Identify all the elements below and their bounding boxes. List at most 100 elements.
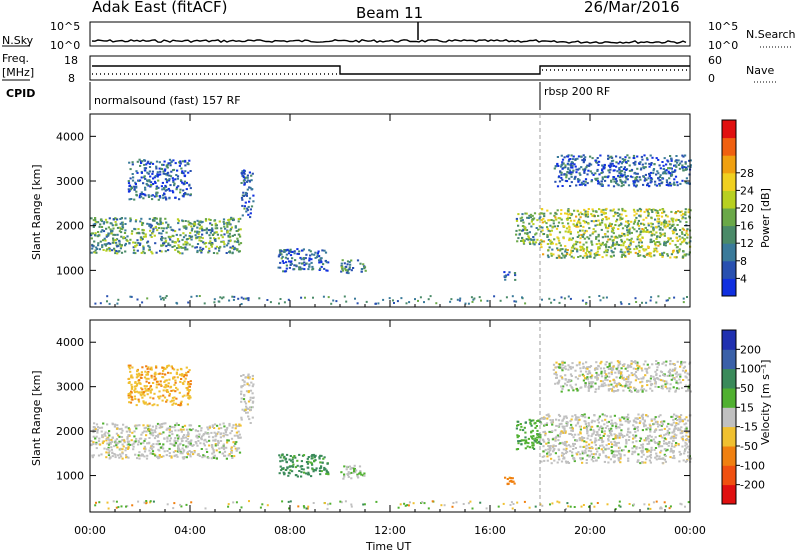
echo-cell — [529, 213, 533, 216]
echo-cell — [627, 439, 631, 441]
echo-cell — [186, 238, 189, 240]
echo-cell — [197, 439, 200, 442]
echo-cell — [586, 454, 589, 457]
echo-cell — [617, 208, 620, 211]
echo-cell — [203, 455, 206, 458]
echo-cell — [311, 454, 314, 456]
echo-cell — [320, 470, 323, 473]
echo-cell — [108, 249, 111, 252]
echo-cell — [211, 447, 214, 450]
echo-cell — [91, 232, 95, 235]
echo-cell — [627, 252, 630, 255]
echo-cell — [133, 198, 136, 201]
echo-cell — [160, 244, 163, 247]
echo-cell — [623, 209, 626, 212]
echo-cell — [311, 268, 314, 271]
echo-cell — [218, 249, 221, 252]
echo-cell — [129, 364, 132, 367]
echo-cell — [176, 238, 180, 240]
echo-cell — [90, 443, 93, 446]
echo-cell — [173, 182, 176, 185]
echo-cell — [157, 457, 160, 460]
echo-cell — [165, 379, 168, 382]
echo-cell — [121, 439, 124, 442]
echo-cell — [204, 219, 208, 222]
echo-cell — [578, 213, 581, 216]
echo-cell — [641, 236, 644, 239]
echo-cell — [663, 223, 666, 226]
echo-cell — [246, 179, 249, 182]
echo-cell — [633, 248, 636, 251]
echo-cell — [348, 261, 351, 263]
echo-cell — [595, 447, 598, 450]
echo-cell — [664, 242, 667, 245]
echo-cell — [563, 256, 566, 259]
echo-cell — [218, 220, 221, 223]
echo-cell — [656, 241, 659, 243]
echo-cell — [154, 371, 157, 374]
echo-cell — [662, 164, 665, 167]
echo-cell — [150, 181, 153, 184]
echo-cell — [675, 442, 678, 444]
echo-cell — [682, 228, 685, 231]
echo-cell — [610, 427, 613, 430]
echo-cell — [359, 471, 362, 474]
echo-cell — [98, 437, 101, 440]
echo-cell — [320, 257, 323, 260]
echo-cell — [625, 380, 628, 383]
echo-cell — [121, 443, 124, 446]
echo-cell — [139, 382, 142, 385]
freq-tick-high: 18 — [64, 54, 78, 67]
echo-cell — [341, 265, 344, 268]
echo-cell — [657, 177, 660, 180]
echo-cell — [202, 442, 205, 445]
echo-cell — [486, 299, 489, 302]
echo-cell — [561, 377, 564, 380]
echo-cell — [200, 429, 203, 432]
echo-cell — [553, 447, 556, 450]
echo-cell — [162, 443, 165, 446]
echo-cell — [160, 250, 163, 253]
echo-cell — [124, 244, 127, 247]
echo-cell — [133, 385, 136, 388]
echo-cell — [106, 300, 108, 303]
echo-cell — [115, 244, 118, 247]
echo-cell — [166, 179, 169, 182]
echo-cell — [619, 235, 622, 238]
echo-cell — [681, 164, 684, 167]
echo-cell — [601, 169, 604, 172]
echo-cell — [241, 385, 244, 387]
echo-cell — [580, 181, 583, 184]
echo-cell — [669, 163, 672, 166]
echo-cell — [211, 234, 214, 236]
echo-cell — [244, 193, 247, 196]
echo-cell — [102, 249, 105, 251]
echo-cell — [522, 242, 526, 245]
echo-cell — [235, 449, 238, 452]
echo-cell — [307, 268, 310, 271]
echo-cell — [132, 251, 135, 254]
echo-cell — [562, 237, 565, 240]
echo-cell — [147, 370, 150, 373]
echo-cell — [638, 250, 641, 253]
echo-cell — [168, 434, 171, 437]
echo-cell — [168, 189, 171, 192]
echo-cell — [560, 154, 563, 157]
echo-cell — [182, 435, 185, 438]
echo-cell — [174, 429, 177, 432]
echo-cell — [97, 454, 101, 457]
echo-cell — [583, 171, 586, 174]
echo-cell — [540, 219, 543, 221]
echo-cell — [572, 442, 575, 445]
echo-cell — [595, 361, 598, 364]
echo-cell — [136, 171, 139, 174]
echo-cell — [245, 411, 248, 414]
echo-cell — [594, 159, 597, 162]
echo-cell — [198, 221, 201, 223]
echo-cell — [396, 300, 399, 303]
echo-cell — [636, 167, 639, 170]
echo-cell — [322, 295, 325, 298]
echo-cell — [230, 451, 233, 454]
echo-cell — [251, 188, 254, 191]
echo-cell — [661, 457, 664, 460]
